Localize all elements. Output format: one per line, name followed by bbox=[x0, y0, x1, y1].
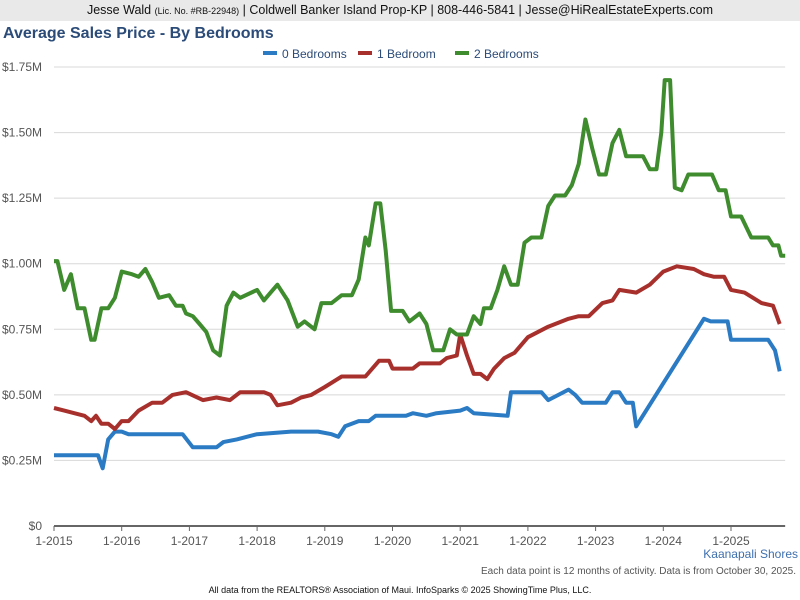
agent-name: Jesse Wald bbox=[86, 3, 152, 17]
footer-attribution: All data from the REALTORS® Association … bbox=[208, 585, 592, 595]
x-tick-label: 1-2018 bbox=[238, 534, 276, 548]
x-tick-label: 1-2016 bbox=[103, 534, 141, 548]
x-tick-label: 1-2021 bbox=[442, 534, 480, 548]
series-line-0-bedrooms bbox=[54, 316, 782, 471]
y-tick-label: $0.75M bbox=[2, 322, 42, 336]
x-tick-label: 1-2015 bbox=[35, 534, 73, 548]
agent-header: Jesse Wald (Lic. No. #RB-22948) | Coldwe… bbox=[0, 0, 800, 21]
x-axis-ticks: 1-2015 1-2016 1-2017 1-2018 1-2019 1-2020 1-20… bbox=[35, 526, 750, 548]
data-note: Each data point is 12 months of activity… bbox=[481, 566, 796, 577]
y-tick-label: $1.75M bbox=[2, 60, 42, 74]
area-label: Kaanapali Shores bbox=[703, 547, 798, 561]
x-tick-label: 1-2019 bbox=[306, 534, 344, 548]
x-tick-label: 1-2025 bbox=[712, 534, 750, 548]
y-tick-label: $0 bbox=[29, 519, 43, 533]
y-tick-label: $1.00M bbox=[2, 257, 42, 271]
legend-swatch bbox=[263, 51, 277, 55]
y-tick-label: $0.25M bbox=[2, 453, 42, 467]
x-tick-label: 1-2022 bbox=[509, 534, 547, 548]
legend-item: 0 Bedrooms bbox=[282, 47, 347, 61]
x-tick-label: 1-2024 bbox=[645, 534, 683, 548]
series-line-2-bedrooms bbox=[54, 78, 786, 358]
legend-item: 1 Bedroom bbox=[377, 47, 436, 61]
x-tick-label: 1-2020 bbox=[374, 534, 412, 548]
y-tick-label: $1.50M bbox=[2, 126, 42, 140]
y-tick-label: $1.25M bbox=[2, 191, 42, 205]
agent-contact: | Coldwell Banker Island Prop-KP | 808-4… bbox=[242, 3, 713, 17]
series-line-1-bedroom bbox=[53, 264, 782, 431]
agent-license: (Lic. No. #RB-22948) bbox=[154, 6, 240, 16]
x-tick-label: 1-2023 bbox=[577, 534, 615, 548]
chart-title: Average Sales Price - By Bedrooms bbox=[3, 25, 274, 42]
legend: 0 Bedrooms 1 Bedroom 2 Bedrooms bbox=[263, 47, 539, 61]
legend-swatch bbox=[455, 51, 469, 55]
series-lines bbox=[53, 78, 786, 471]
legend-item: 2 Bedrooms bbox=[474, 47, 539, 61]
y-axis-ticks: $0 $0.25M $0.50M $0.75M $1.00M $1.25M $1.50M $1… bbox=[2, 60, 42, 533]
x-tick-label: 1-2017 bbox=[171, 534, 209, 548]
legend-swatch bbox=[358, 51, 372, 55]
y-tick-label: $0.50M bbox=[2, 388, 42, 402]
